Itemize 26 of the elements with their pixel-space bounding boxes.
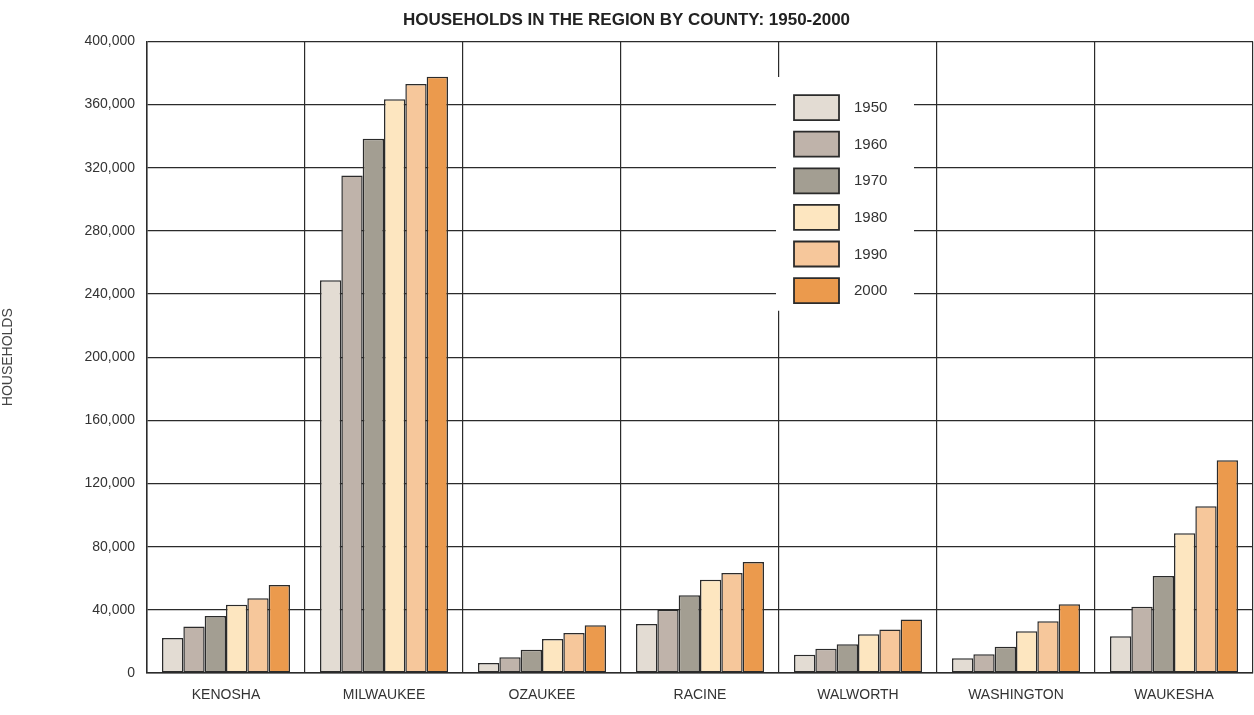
- x-tick-label: RACINE: [673, 686, 727, 703]
- y-tick-label: 320,000: [84, 158, 136, 175]
- y-tick-label: 400,000: [84, 32, 136, 49]
- y-tick-label: 160,000: [84, 411, 136, 428]
- y-tick-label: 200,000: [84, 348, 136, 365]
- y-tick-label: 0: [127, 663, 136, 680]
- y-tick-label: 280,000: [84, 221, 136, 238]
- y-tick-label: 120,000: [84, 474, 136, 491]
- legend-label: 1960: [854, 134, 888, 152]
- legend-label: 1990: [854, 244, 888, 262]
- x-tick-label: MILWAUKEE: [342, 686, 426, 703]
- x-tick-label: WASHINGTON: [968, 686, 1064, 703]
- x-tick-label: WALWORTH: [817, 686, 899, 703]
- y-tick-label: 360,000: [84, 95, 136, 112]
- legend-label: 2000: [854, 281, 888, 299]
- y-axis-title: HOUSEHOLDS: [0, 308, 16, 407]
- chart-title: HOUSEHOLDS IN THE REGION BY COUNTY: 1950-2000: [402, 9, 851, 29]
- x-tick-label: OZAUKEE: [508, 686, 576, 703]
- y-tick-label: 80,000: [92, 537, 136, 554]
- y-tick-label: 40,000: [92, 600, 136, 617]
- legend-label: 1980: [854, 208, 888, 226]
- x-tick-label: WAUKESHA: [1134, 686, 1215, 703]
- x-tick-label: KENOSHA: [191, 686, 261, 703]
- y-tick-label: 240,000: [84, 284, 136, 301]
- legend-label: 1970: [854, 171, 888, 189]
- legend-label: 1950: [854, 98, 888, 116]
